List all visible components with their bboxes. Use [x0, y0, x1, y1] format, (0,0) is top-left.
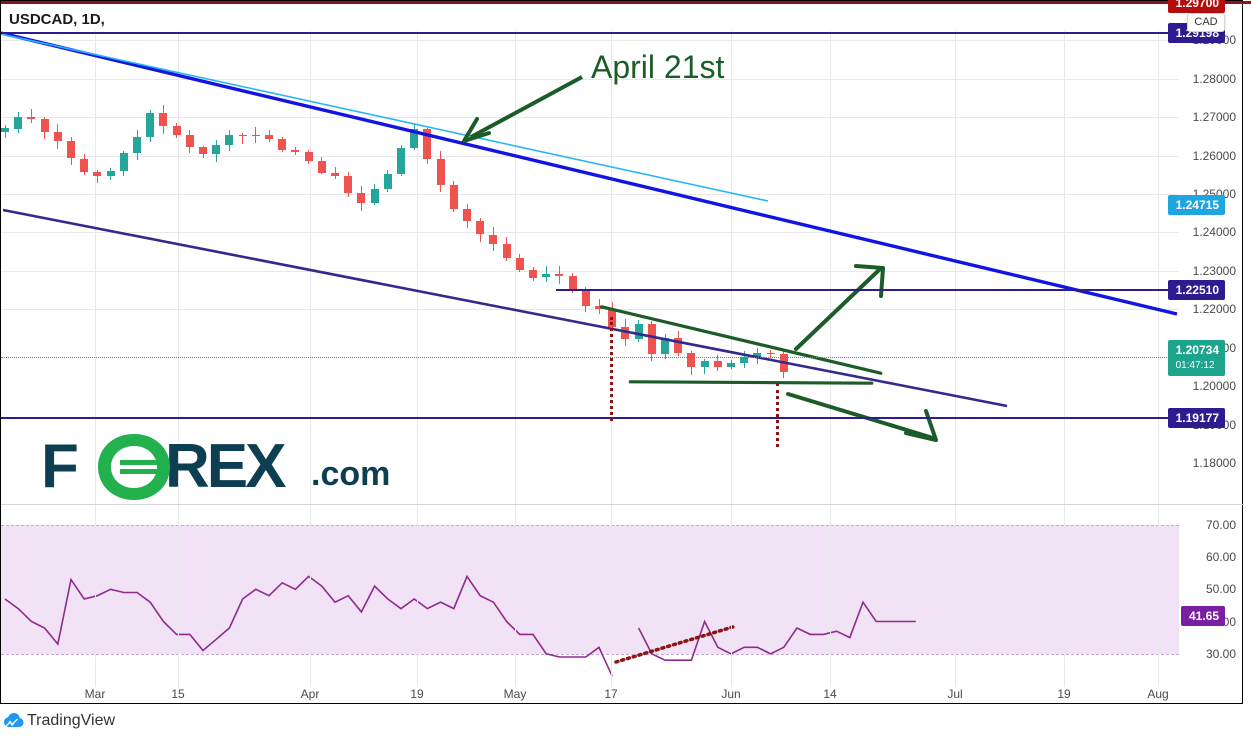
svg-text:.com: .com: [311, 455, 390, 493]
svg-text:F: F: [41, 434, 78, 500]
svg-text:REX: REX: [165, 434, 286, 500]
